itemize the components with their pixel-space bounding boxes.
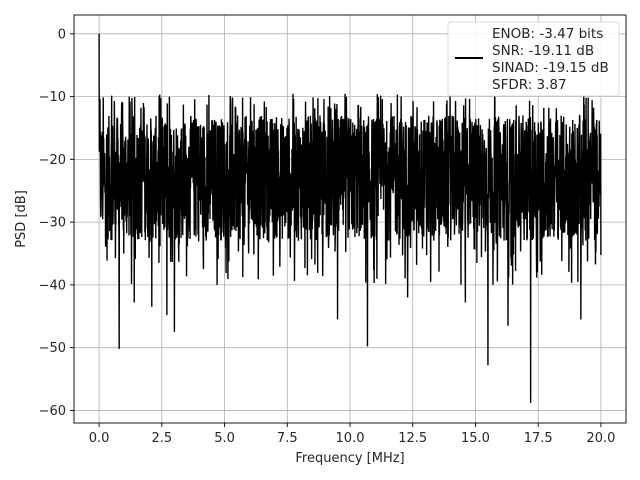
y-tick-label: −30 — [39, 216, 66, 231]
y-tick-label: −40 — [39, 278, 66, 293]
x-tick-label: 2.5 — [151, 431, 172, 446]
x-tick-label: 0.0 — [89, 431, 110, 446]
y-axis-label: PSD [dB] — [14, 190, 29, 248]
x-tick-label: 5.0 — [214, 431, 235, 446]
x-tick-label: 12.5 — [398, 431, 427, 446]
x-tick-label: 20.0 — [586, 431, 615, 446]
legend-text-sinad: SINAD: -19.15 dB — [492, 60, 609, 76]
y-tick-label: −60 — [39, 404, 66, 419]
legend-text-snr: SNR: -19.11 dB — [492, 43, 594, 59]
legend-text-enob: ENOB: -3.47 bits — [492, 26, 603, 42]
x-tick-label: 7.5 — [277, 431, 298, 446]
y-tick-label: −10 — [39, 90, 66, 105]
x-tick-label: 10.0 — [336, 431, 365, 446]
y-tick-label: −20 — [39, 153, 66, 168]
y-tick-label: −50 — [39, 341, 66, 356]
y-tick-label: 0 — [58, 27, 66, 42]
x-tick-label: 17.5 — [524, 431, 553, 446]
x-tick-label: 15.0 — [461, 431, 490, 446]
legend: ENOB: -3.47 bits SNR: -19.11 dB SINAD: -… — [448, 22, 619, 96]
x-axis-label: Frequency [MHz] — [295, 451, 404, 466]
legend-text-sfdr: SFDR: 3.87 — [492, 77, 567, 93]
